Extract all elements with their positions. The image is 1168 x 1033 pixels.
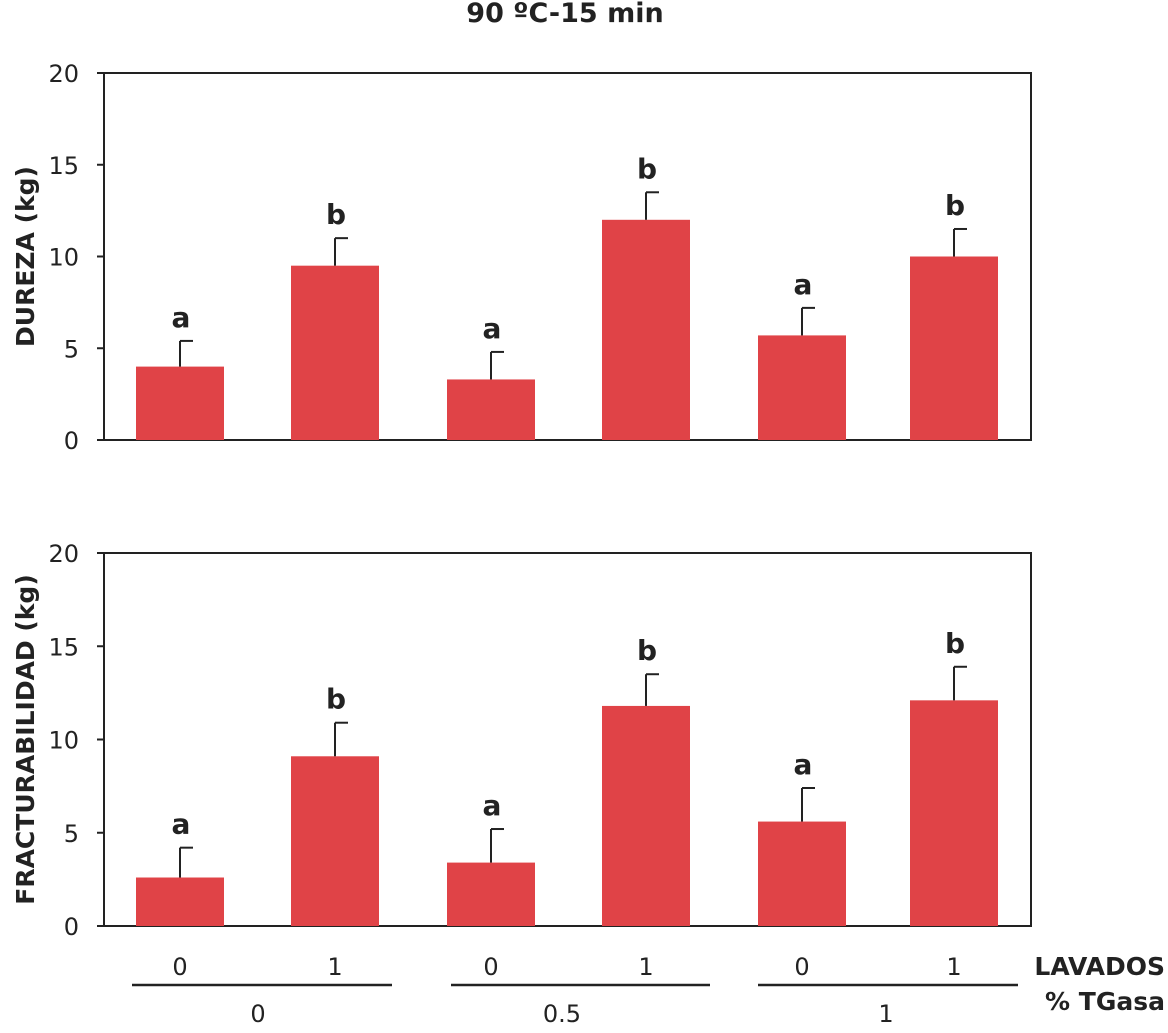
lavados-tick-label: 0 bbox=[172, 953, 187, 981]
y-tick-label: 10 bbox=[48, 727, 79, 755]
bar bbox=[602, 219, 690, 440]
bar bbox=[136, 366, 224, 440]
lavados-tick-label: 0 bbox=[483, 953, 498, 981]
lavados-tick-label: 1 bbox=[638, 953, 653, 981]
bar bbox=[291, 265, 379, 440]
tgasa-group-label: 0 bbox=[250, 1000, 265, 1028]
significance-letter: b bbox=[945, 189, 965, 222]
lavados-label: LAVADOS bbox=[1034, 952, 1165, 981]
panel-1: 0 5 10 15 20 DUREZA (kg) a b a b a b bbox=[11, 60, 1032, 455]
chart-title: 90 ºC-15 min bbox=[466, 0, 663, 29]
bar bbox=[910, 256, 998, 440]
significance-letter: a bbox=[172, 808, 191, 841]
significance-letter: b bbox=[945, 627, 965, 660]
significance-letter: a bbox=[172, 301, 191, 334]
y-tick-label: 5 bbox=[64, 820, 79, 848]
bar bbox=[447, 379, 535, 440]
bar bbox=[602, 705, 690, 926]
y-tick-label: 5 bbox=[64, 335, 79, 363]
tgasa-label: % TGasa bbox=[1045, 987, 1165, 1016]
y-tick-label: 20 bbox=[48, 540, 79, 568]
y-tick-label: 0 bbox=[64, 913, 79, 941]
y-tick-label: 10 bbox=[48, 244, 79, 272]
bar bbox=[758, 821, 846, 926]
y-tick-label: 15 bbox=[48, 152, 79, 180]
significance-letter: a bbox=[794, 268, 813, 301]
bar bbox=[291, 756, 379, 926]
tgasa-group-label: 1 bbox=[878, 1000, 893, 1028]
significance-letter: a bbox=[483, 789, 502, 822]
plot-frame bbox=[103, 72, 1032, 441]
significance-letter: b bbox=[637, 634, 657, 667]
panel-2: 0 5 10 15 20 FRACTURABILIDAD (kg) a b a b a b bbox=[11, 540, 1032, 941]
bar bbox=[910, 700, 998, 926]
significance-letter: a bbox=[794, 748, 813, 781]
x-axis-labels: LAVADOS % TGasa 0 1 0 1 0 1 0 0.5 1 bbox=[132, 952, 1165, 1028]
plot-frame bbox=[103, 552, 1032, 927]
lavados-tick-label: 1 bbox=[327, 953, 342, 981]
bar bbox=[758, 335, 846, 440]
bar bbox=[447, 862, 535, 926]
y-axis-label: FRACTURABILIDAD (kg) bbox=[11, 574, 40, 905]
significance-letter: b bbox=[326, 683, 346, 716]
y-tick-label: 0 bbox=[64, 427, 79, 455]
lavados-tick-label: 1 bbox=[946, 953, 961, 981]
significance-letter: a bbox=[483, 312, 502, 345]
y-axis-label: DUREZA (kg) bbox=[11, 166, 40, 347]
tgasa-group-label: 0.5 bbox=[543, 1000, 581, 1028]
significance-letter: b bbox=[326, 198, 346, 231]
bar bbox=[136, 877, 224, 926]
significance-letter: b bbox=[637, 152, 657, 185]
lavados-tick-label: 0 bbox=[794, 953, 809, 981]
y-tick-label: 20 bbox=[48, 60, 79, 88]
y-tick-label: 15 bbox=[48, 633, 79, 661]
